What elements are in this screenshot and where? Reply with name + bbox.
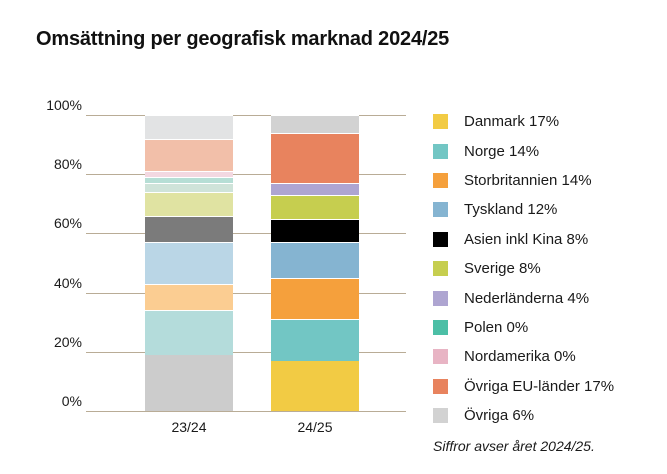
bar-segment[interactable] xyxy=(145,138,233,172)
y-axis-tick-label: 80% xyxy=(53,156,82,173)
bar-segment[interactable] xyxy=(271,319,359,361)
legend-item-label: Övriga EU-länder 17% xyxy=(464,377,615,395)
legend-swatch-icon xyxy=(433,231,448,247)
legend-item-label: Sverige 8% xyxy=(464,260,541,278)
gridline xyxy=(86,351,406,353)
bar-segment[interactable] xyxy=(145,215,233,243)
legend-item[interactable]: Sverige 8% xyxy=(433,254,667,283)
x-axis-tick-label-1: 24/25 xyxy=(297,419,333,435)
page-title: Omsättning per geografisk marknad 2024/2… xyxy=(36,28,450,50)
bar-column-24-25[interactable] xyxy=(271,115,359,411)
legend-swatch-icon xyxy=(433,408,448,424)
legend-item-label: Danmark 17% xyxy=(464,113,560,131)
bar-segment[interactable] xyxy=(145,354,233,411)
legend-item[interactable]: Nordamerika 0% xyxy=(433,342,667,371)
gridline xyxy=(86,292,406,294)
bar-column-23-24[interactable] xyxy=(145,115,233,411)
bar-segment[interactable] xyxy=(271,115,359,133)
legend-item-label: Storbritannien 14% xyxy=(464,171,592,189)
bar-segment[interactable] xyxy=(271,132,359,184)
legend-swatch-icon xyxy=(433,349,448,365)
bar-segment[interactable] xyxy=(145,192,233,216)
legend: Danmark 17% Norge 14% Storbritannien 14% Ty… xyxy=(433,107,667,430)
legend-item-label: Tyskland 12% xyxy=(464,201,558,219)
legend-swatch-icon xyxy=(433,378,448,394)
legend-item[interactable]: Nederländerna 4% xyxy=(433,283,667,312)
bar-segment[interactable] xyxy=(145,183,233,193)
gridline xyxy=(86,411,406,412)
bar-segment[interactable] xyxy=(145,242,233,284)
legend-swatch-icon xyxy=(433,114,448,130)
bar-segment[interactable] xyxy=(145,115,233,139)
y-axis-tick-label: 20% xyxy=(53,333,82,350)
legend-item[interactable]: Tyskland 12% xyxy=(433,195,667,224)
legend-item-label: Övriga 6% xyxy=(464,407,535,425)
legend-item-label: Asien inkl Kina 8% xyxy=(464,230,589,248)
legend-item[interactable]: Danmark 17% xyxy=(433,107,667,136)
legend-item-label: Nederländerna 4% xyxy=(464,289,590,307)
legend-swatch-icon xyxy=(433,261,448,277)
bar-segment[interactable] xyxy=(271,194,359,219)
bar-segment[interactable] xyxy=(271,183,359,195)
legend-item[interactable]: Övriga EU-länder 17% xyxy=(433,372,667,401)
y-axis-tick-label: 0% xyxy=(61,393,82,409)
bar-segment[interactable] xyxy=(145,310,233,355)
bar-segment[interactable] xyxy=(271,360,359,411)
y-axis-tick-label: 100% xyxy=(46,97,82,113)
chart-footnote: Siffror avser året 2024/25. xyxy=(433,438,595,454)
legend-item[interactable]: Polen 0% xyxy=(433,313,667,342)
legend-item[interactable]: Storbritannien 14% xyxy=(433,166,667,195)
gridline xyxy=(86,174,406,176)
legend-item-label: Nordamerika 0% xyxy=(464,348,576,366)
legend-item[interactable]: Övriga 6% xyxy=(433,401,667,430)
legend-swatch-icon xyxy=(433,202,448,218)
gridline xyxy=(86,115,406,116)
y-axis-tick-label: 60% xyxy=(53,215,82,232)
legend-swatch-icon xyxy=(433,319,448,335)
y-axis-tick-label: 40% xyxy=(53,274,82,291)
plot-area: 0% 20% 40% 60% 80% 100% 23/24 24/25 xyxy=(36,97,406,435)
legend-swatch-icon xyxy=(433,172,448,188)
legend-item[interactable]: Asien inkl Kina 8% xyxy=(433,225,667,254)
bar-segment[interactable] xyxy=(145,283,233,311)
legend-item-label: Norge 14% xyxy=(464,142,540,160)
gridline xyxy=(86,233,406,235)
legend-swatch-icon xyxy=(433,143,448,159)
x-axis-tick-label-0: 23/24 xyxy=(171,419,207,435)
bar-segment[interactable] xyxy=(145,177,233,184)
bar-segment[interactable] xyxy=(271,242,359,278)
bar-segment[interactable] xyxy=(145,171,233,178)
bar-segment[interactable] xyxy=(271,218,359,243)
legend-item[interactable]: Norge 14% xyxy=(433,136,667,165)
legend-swatch-icon xyxy=(433,290,448,306)
legend-item-label: Polen 0% xyxy=(464,318,529,336)
bar-segment[interactable] xyxy=(271,277,359,320)
